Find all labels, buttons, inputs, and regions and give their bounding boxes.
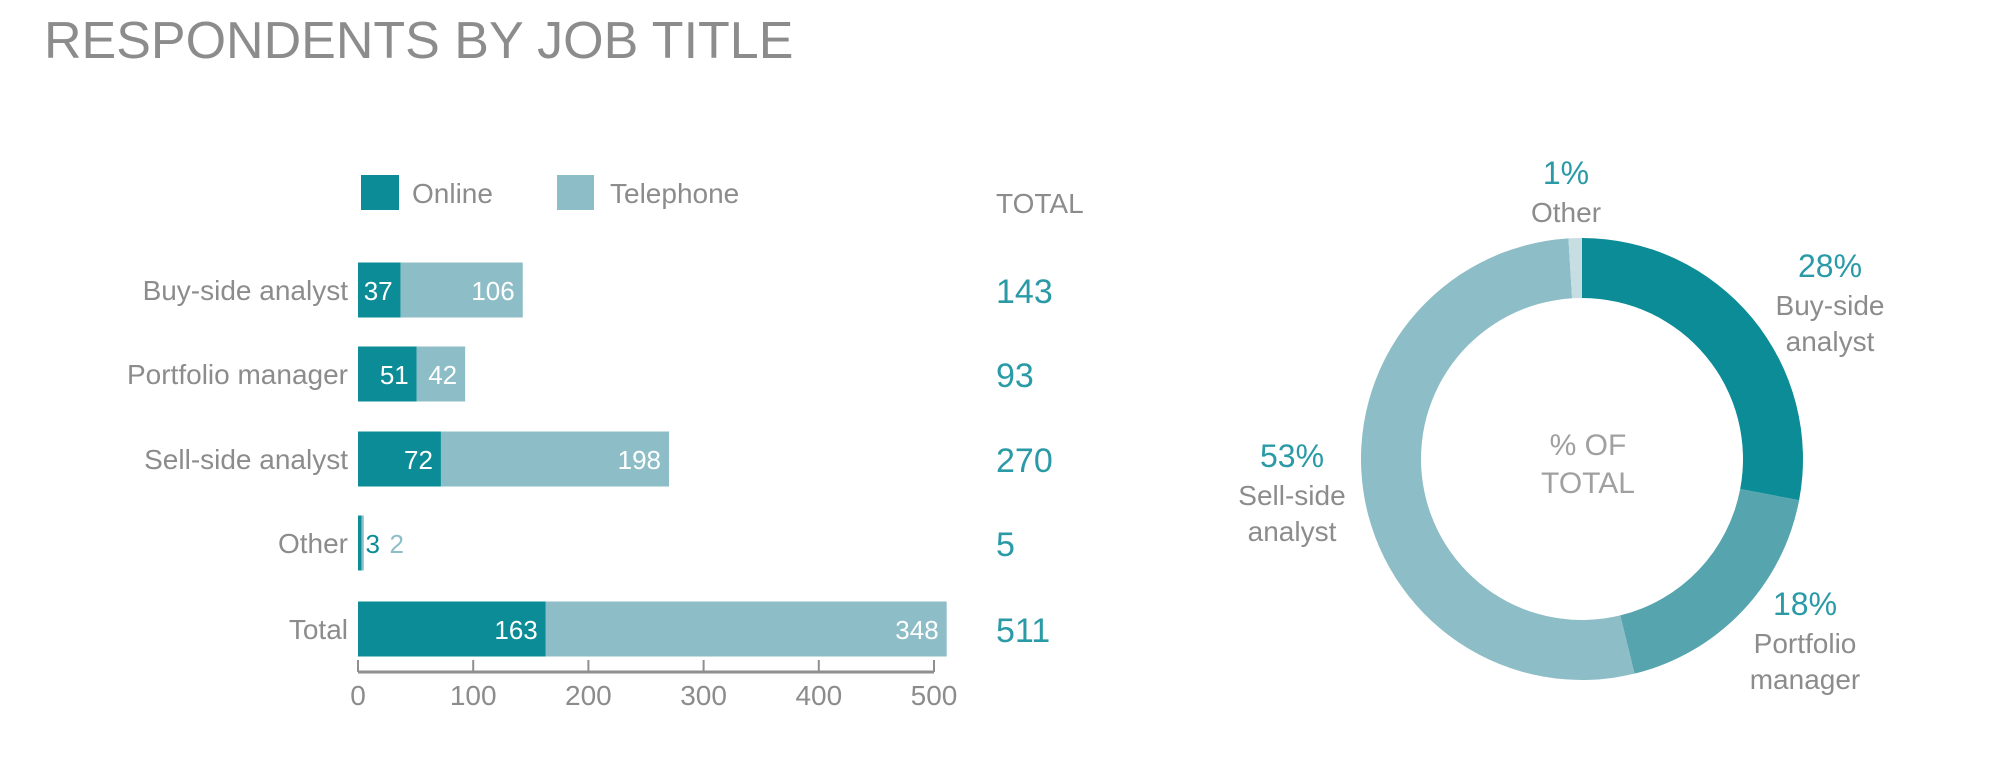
donut-slice <box>1620 489 1800 674</box>
tick-label: 200 <box>565 680 612 711</box>
bar-telephone <box>440 431 670 487</box>
bar-row: Buy-side analyst 37 106 143 <box>143 262 1053 318</box>
data-label-online: 3 <box>365 529 379 559</box>
tick-label: 100 <box>450 680 497 711</box>
row-total: 270 <box>996 442 1053 480</box>
category-label: Total <box>289 614 348 645</box>
data-label-online: 51 <box>380 360 409 390</box>
slice-name: analyst <box>1248 516 1337 547</box>
bar-telephone <box>416 346 466 402</box>
bar-chart: Buy-side analyst 37 106 143 Portfolio manage… <box>127 262 1053 657</box>
slice-percent: 28% <box>1798 248 1862 284</box>
category-label: Other <box>278 528 348 559</box>
data-label-telephone: 2 <box>389 529 403 559</box>
legend-swatch-telephone <box>557 175 594 210</box>
total-column-header: TOTAL <box>996 188 1084 219</box>
donut-chart: 28% Buy-side analyst 18% Portfolio manager 53%… <box>1238 155 1884 695</box>
bar-row: Portfolio manager 51 42 93 <box>127 346 1034 402</box>
donut-slice <box>1582 238 1803 501</box>
bar-row: Sell-side analyst 72 198 270 <box>144 431 1053 487</box>
bar-telephone <box>545 601 947 657</box>
slice-label: 18% Portfolio manager <box>1750 586 1861 695</box>
legend-label-telephone: Telephone <box>610 178 739 209</box>
tick-label: 400 <box>795 680 842 711</box>
legend: Online Telephone <box>361 175 739 210</box>
category-label: Buy-side analyst <box>143 275 349 306</box>
slice-name: Other <box>1531 197 1601 228</box>
bar-row: Total 163 348 511 <box>289 601 1050 657</box>
category-label: Sell-side analyst <box>144 444 348 475</box>
slice-percent: 53% <box>1260 438 1324 474</box>
data-label-online: 72 <box>404 445 433 475</box>
slice-percent: 18% <box>1773 586 1837 622</box>
data-label-telephone: 348 <box>895 615 938 645</box>
category-label: Portfolio manager <box>127 359 348 390</box>
tick-label: 300 <box>680 680 727 711</box>
bar-online <box>358 601 546 657</box>
legend-swatch-online <box>361 175 399 210</box>
slice-label: 28% Buy-side analyst <box>1776 248 1885 357</box>
data-label-telephone: 106 <box>471 276 514 306</box>
bar-online <box>358 262 401 318</box>
slice-name: manager <box>1750 664 1861 695</box>
legend-label-online: Online <box>412 178 493 209</box>
tick-label: 500 <box>911 680 958 711</box>
bar-telephone <box>400 262 523 318</box>
slice-label: 1% Other <box>1531 155 1601 228</box>
data-label-telephone: 42 <box>428 360 457 390</box>
x-axis: 0 100 200 300 400 500 <box>350 660 957 711</box>
page-title: RESPONDENTS BY JOB TITLE <box>44 12 793 70</box>
row-total: 143 <box>996 273 1053 311</box>
bar-online <box>358 515 362 571</box>
slice-percent: 1% <box>1543 155 1589 191</box>
row-total: 5 <box>996 526 1015 564</box>
slice-name: Portfolio <box>1754 628 1857 659</box>
data-label-online: 163 <box>494 615 537 645</box>
bar-online <box>358 431 441 487</box>
row-total: 93 <box>996 357 1034 395</box>
row-total: 511 <box>996 612 1050 650</box>
bar-online <box>358 346 417 402</box>
bar-telephone <box>361 515 364 571</box>
donut-slice <box>1568 238 1582 299</box>
slice-name: analyst <box>1786 326 1875 357</box>
donut-slice <box>1361 238 1635 680</box>
bar-row: Other 3 2 5 <box>278 515 1015 571</box>
donut-center-label-line1: % OF <box>1550 429 1627 462</box>
slice-label: 53% Sell-side analyst <box>1238 438 1345 547</box>
data-label-telephone: 198 <box>618 445 661 475</box>
data-label-online: 37 <box>364 276 393 306</box>
slice-name: Sell-side <box>1238 480 1345 511</box>
donut-center-label-line2: TOTAL <box>1541 467 1635 500</box>
slice-name: Buy-side <box>1776 290 1885 321</box>
tick-label: 0 <box>350 680 366 711</box>
